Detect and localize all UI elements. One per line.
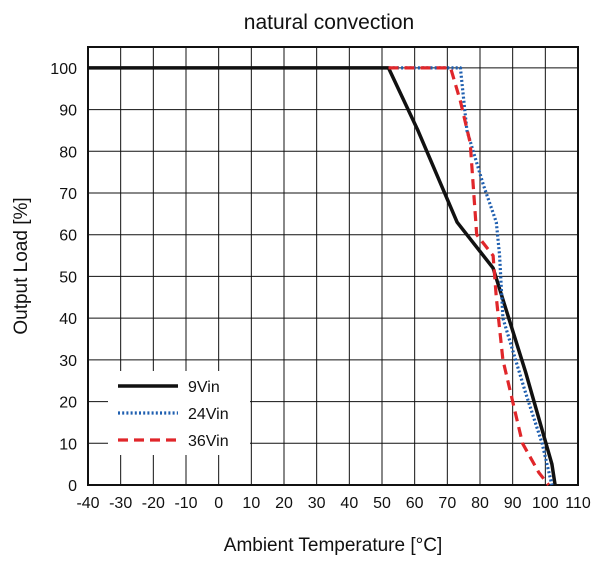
x-tick-label: 80	[471, 495, 489, 512]
y-axis-label: Output Load [%]	[11, 197, 32, 334]
x-tick-label: 100	[532, 495, 559, 512]
grid	[88, 47, 578, 485]
legend-label-36vin: 36Vin	[188, 433, 229, 450]
x-tick-label: 70	[438, 495, 456, 512]
series-lines	[88, 66, 557, 486]
legend: 9Vin 24Vin 36Vin	[108, 371, 250, 455]
series-line-24vin	[388, 66, 554, 486]
y-tick-label: 60	[59, 228, 77, 245]
x-tick-label: 90	[504, 495, 522, 512]
x-tick-label: 40	[340, 495, 358, 512]
y-tick-label: 40	[59, 311, 77, 328]
x-tick-label: 20	[275, 495, 293, 512]
y-tick-label: 100	[50, 61, 77, 78]
y-tick-labels: 0 10 20 30 40 50 60 70 80 90 100	[50, 61, 77, 495]
series-line-9vin	[88, 66, 557, 486]
y-tick-label: 50	[59, 269, 77, 286]
legend-label-9vin: 9Vin	[188, 379, 220, 396]
x-tick-label: 30	[308, 495, 326, 512]
x-tick-label: 60	[406, 495, 424, 512]
x-tick-label: -40	[76, 495, 99, 512]
x-tick-label: 50	[373, 495, 391, 512]
x-tick-label: 110	[565, 495, 591, 512]
x-tick-label: -20	[142, 495, 165, 512]
legend-label-24vin: 24Vin	[188, 406, 229, 423]
y-tick-label: 30	[59, 353, 77, 370]
x-axis-label: Ambient Temperature [°C]	[224, 535, 442, 556]
x-tick-label: 0	[214, 495, 223, 512]
series-line-36vin	[388, 66, 550, 486]
y-tick-label: 90	[59, 103, 77, 120]
y-tick-label: 0	[68, 478, 77, 495]
y-tick-label: 20	[59, 395, 77, 412]
legend-box	[108, 371, 250, 455]
plot-frame	[87, 46, 579, 486]
y-tick-label: 70	[59, 186, 77, 203]
chart-title: natural convection	[244, 11, 414, 34]
x-tick-label: 10	[242, 495, 260, 512]
y-tick-label: 10	[59, 436, 77, 453]
y-tick-label: 80	[59, 144, 77, 161]
x-tick-labels: -40 -30 -20 -10 0 10 20 30 40 50 60 70 80 90 100 110	[76, 495, 590, 512]
x-tick-label: -30	[109, 495, 132, 512]
x-tick-label: -10	[174, 495, 197, 512]
